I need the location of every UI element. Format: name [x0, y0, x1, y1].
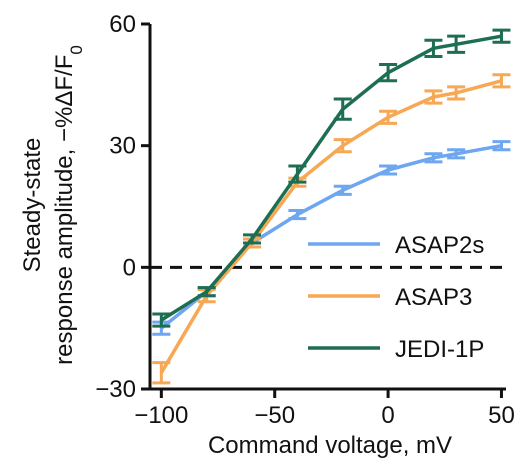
- data-point: [159, 371, 163, 375]
- y-axis-label-subscript: 0: [67, 45, 86, 54]
- x-axis-label: Command voltage, mV: [208, 432, 452, 459]
- y-tick-label: 0: [123, 254, 136, 281]
- data-point: [499, 79, 503, 83]
- x-tick-label: 0: [381, 402, 394, 429]
- data-point: [499, 144, 503, 148]
- data-point: [386, 168, 390, 172]
- data-point: [205, 290, 209, 294]
- legend-label: JEDI-1P: [395, 336, 484, 363]
- x-tick-label: 50: [488, 402, 515, 429]
- series-jedi-1p: [152, 28, 511, 328]
- plot-area: [150, 28, 511, 385]
- data-point: [431, 46, 435, 50]
- data-point: [499, 34, 503, 38]
- series-asap3: [152, 73, 511, 385]
- y-tick-label: 60: [109, 11, 136, 38]
- y-axis-label-main: response amplitude, −%ΔF/F: [51, 55, 78, 365]
- y-axis-label-line2: response amplitude, −%ΔF/F0: [51, 45, 86, 365]
- legend-label: ASAP2s: [395, 232, 484, 259]
- axes: −30 0 30 60 −100 −50 0 50: [95, 11, 515, 429]
- data-point: [341, 144, 345, 148]
- data-point: [295, 172, 299, 176]
- series-line: [160, 34, 502, 322]
- data-point: [341, 188, 345, 192]
- data-point: [250, 237, 254, 241]
- x-axis-ticks: −100 −50 0 50: [134, 389, 515, 429]
- x-tick-label: −50: [254, 402, 295, 429]
- legend-label: ASAP3: [395, 284, 472, 311]
- data-point: [454, 152, 458, 156]
- data-point: [454, 42, 458, 46]
- y-axis-ticks: −30 0 30 60: [95, 11, 150, 403]
- y-axis-label-line1: Steady-state: [19, 138, 46, 273]
- data-point: [431, 156, 435, 160]
- data-point: [341, 107, 345, 111]
- legend: ASAP2s ASAP3 JEDI-1P: [308, 232, 484, 363]
- y-tick-label: 30: [109, 133, 136, 160]
- x-tick-label: −100: [134, 402, 188, 429]
- data-point: [386, 71, 390, 75]
- data-point: [386, 115, 390, 119]
- data-point: [159, 318, 163, 322]
- data-point: [454, 91, 458, 95]
- y-tick-label: −30: [95, 376, 136, 403]
- data-point: [295, 213, 299, 217]
- data-point: [431, 95, 435, 99]
